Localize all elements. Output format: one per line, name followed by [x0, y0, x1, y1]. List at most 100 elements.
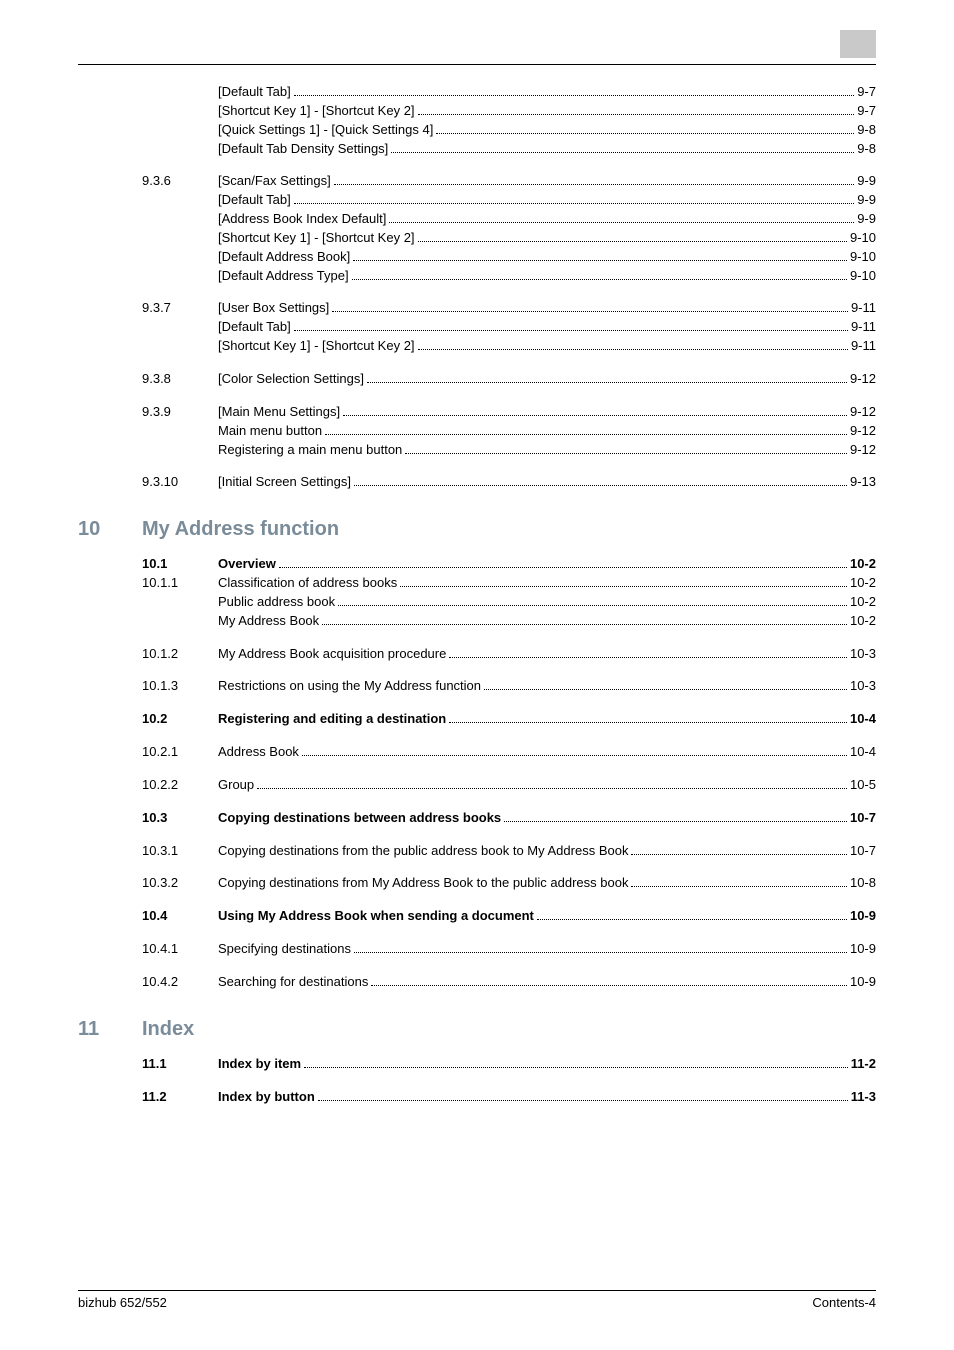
- toc-line[interactable]: [Address Book Index Default] 9-9: [142, 210, 876, 229]
- toc-number: 10.3.1: [142, 842, 218, 861]
- toc-text: Copying destinations between address boo…: [218, 809, 501, 828]
- toc-line[interactable]: 10.3.1Copying destinations from the publ…: [142, 842, 876, 861]
- toc-line[interactable]: 10.4.1Specifying destinations 10-9: [142, 940, 876, 959]
- toc-line[interactable]: [Shortcut Key 1] - [Shortcut Key 2] 9-10: [142, 229, 876, 248]
- toc-text: Registering and editing a destination: [218, 710, 446, 729]
- toc-line[interactable]: [Default Tab Density Settings] 9-8: [142, 140, 876, 159]
- toc-line[interactable]: 11.1Index by item 11-2: [142, 1055, 876, 1074]
- toc-line[interactable]: [Default Tab] 9-9: [142, 191, 876, 210]
- toc-text: My Address Book acquisition procedure: [218, 645, 446, 664]
- toc-line[interactable]: Registering a main menu button 9-12: [142, 441, 876, 460]
- toc-page: 10-9: [850, 907, 876, 926]
- toc-line[interactable]: [Quick Settings 1] - [Quick Settings 4] …: [142, 121, 876, 140]
- toc-number: 10.4: [142, 907, 218, 926]
- toc-line[interactable]: 9.3.9[Main Menu Settings] 9-12: [142, 403, 876, 422]
- toc-line[interactable]: 10.4.2Searching for destinations 10-9: [142, 973, 876, 992]
- toc-text: Using My Address Book when sending a doc…: [218, 907, 534, 926]
- toc-line[interactable]: 10.1.2My Address Book acquisition proced…: [142, 645, 876, 664]
- toc-text: Searching for destinations: [218, 973, 368, 992]
- toc-group: 10.4.1Specifying destinations 10-9: [142, 940, 876, 959]
- toc-leader: [371, 985, 847, 986]
- toc-number: 9.3.8: [142, 370, 218, 389]
- toc-number: 9.3.10: [142, 473, 218, 492]
- toc-line[interactable]: 9.3.7[User Box Settings] 9-11: [142, 299, 876, 318]
- toc-line[interactable]: My Address Book 10-2: [142, 612, 876, 631]
- toc-page: 10-7: [850, 842, 876, 861]
- footer-rule: [78, 1290, 876, 1291]
- footer-right: Contents-4: [812, 1295, 876, 1310]
- toc-line[interactable]: 10.3Copying destinations between address…: [142, 809, 876, 828]
- toc-line[interactable]: 9.3.8[Color Selection Settings] 9-12: [142, 370, 876, 389]
- toc-line[interactable]: [Default Address Book] 9-10: [142, 248, 876, 267]
- toc-text: [Default Tab]: [218, 191, 291, 210]
- toc-text: Public address book: [218, 593, 335, 612]
- toc-line[interactable]: 10.2.2Group 10-5: [142, 776, 876, 795]
- toc-number: 10.4.1: [142, 940, 218, 959]
- toc-text: Address Book: [218, 743, 299, 762]
- toc-line[interactable]: [Default Tab] 9-7: [142, 83, 876, 102]
- toc-leader: [405, 453, 847, 454]
- toc-line[interactable]: [Shortcut Key 1] - [Shortcut Key 2] 9-7: [142, 102, 876, 121]
- toc-page: 9-7: [857, 83, 876, 102]
- toc-line[interactable]: 10.1Overview 10-2: [142, 555, 876, 574]
- toc-leader: [325, 434, 847, 435]
- toc-line[interactable]: 11.2Index by button 11-3: [142, 1088, 876, 1107]
- toc-line[interactable]: 9.3.6[Scan/Fax Settings] 9-9: [142, 172, 876, 191]
- toc-group: 10.1Overview 10-210.1.1Classification of…: [142, 555, 876, 630]
- toc-line[interactable]: Main menu button 9-12: [142, 422, 876, 441]
- toc-number: 11.2: [142, 1088, 218, 1107]
- toc-text: [Default Tab]: [218, 83, 291, 102]
- toc-group: 10.3.2Copying destinations from My Addre…: [142, 874, 876, 893]
- toc-line[interactable]: 10.4Using My Address Book when sending a…: [142, 907, 876, 926]
- toc-number: 10.2.1: [142, 743, 218, 762]
- toc-leader: [418, 349, 848, 350]
- toc-leader: [279, 567, 847, 568]
- toc-leader: [343, 415, 847, 416]
- toc-number: 10.1.2: [142, 645, 218, 664]
- toc-leader: [332, 311, 848, 312]
- chapter-heading: 11Index: [78, 1018, 876, 1041]
- toc-leader: [354, 952, 847, 953]
- toc-leader: [631, 854, 847, 855]
- toc-line[interactable]: [Default Tab] 9-11: [142, 318, 876, 337]
- toc-line[interactable]: 10.2Registering and editing a destinatio…: [142, 710, 876, 729]
- toc-page: 10-4: [850, 710, 876, 729]
- toc-number: 10.3: [142, 809, 218, 828]
- toc-block: 11.1Index by item 11-2 11.2Index by butto…: [142, 1055, 876, 1107]
- toc-line[interactable]: [Shortcut Key 1] - [Shortcut Key 2] 9-11: [142, 337, 876, 356]
- toc-text: [Default Tab]: [218, 318, 291, 337]
- toc-page: 10-3: [850, 645, 876, 664]
- toc-group: 9.3.6[Scan/Fax Settings] 9-9[Default Tab…: [142, 172, 876, 285]
- toc-leader: [418, 114, 855, 115]
- toc-line[interactable]: 9.3.10[Initial Screen Settings] 9-13: [142, 473, 876, 492]
- toc-line[interactable]: 10.1.1Classification of address books 10…: [142, 574, 876, 593]
- toc-group: 10.4.2Searching for destinations 10-9: [142, 973, 876, 992]
- toc-number: 11.1: [142, 1055, 218, 1074]
- toc-group: [Default Tab] 9-7[Shortcut Key 1] - [Sho…: [142, 83, 876, 158]
- toc-line[interactable]: Public address book 10-2: [142, 593, 876, 612]
- toc-leader: [294, 203, 854, 204]
- toc-text: Classification of address books: [218, 574, 397, 593]
- top-rule: [78, 64, 876, 65]
- toc-page: 11-3: [851, 1088, 876, 1107]
- toc-line[interactable]: 10.3.2Copying destinations from My Addre…: [142, 874, 876, 893]
- toc-page: 10-7: [850, 809, 876, 828]
- toc-text: Overview: [218, 555, 276, 574]
- toc-line[interactable]: 10.2.1Address Book 10-4: [142, 743, 876, 762]
- toc-block: 10.1Overview 10-210.1.1Classification of…: [142, 555, 876, 992]
- toc-number: 10.2.2: [142, 776, 218, 795]
- toc-number: 10.1.3: [142, 677, 218, 696]
- toc-group: 9.3.10[Initial Screen Settings] 9-13: [142, 473, 876, 492]
- toc-page: 9-8: [857, 140, 876, 159]
- toc-group: 11.2Index by button 11-3: [142, 1088, 876, 1107]
- toc-group: 10.2.2Group 10-5: [142, 776, 876, 795]
- toc-page: 9-10: [850, 229, 876, 248]
- toc-text: Index by item: [218, 1055, 301, 1074]
- toc-leader: [367, 382, 847, 383]
- toc-line[interactable]: [Default Address Type] 9-10: [142, 267, 876, 286]
- toc-line[interactable]: 10.1.3Restrictions on using the My Addre…: [142, 677, 876, 696]
- toc-text: [Quick Settings 1] - [Quick Settings 4]: [218, 121, 433, 140]
- toc-number: 10.1: [142, 555, 218, 574]
- toc-page: 9-9: [857, 210, 876, 229]
- toc-leader: [389, 222, 854, 223]
